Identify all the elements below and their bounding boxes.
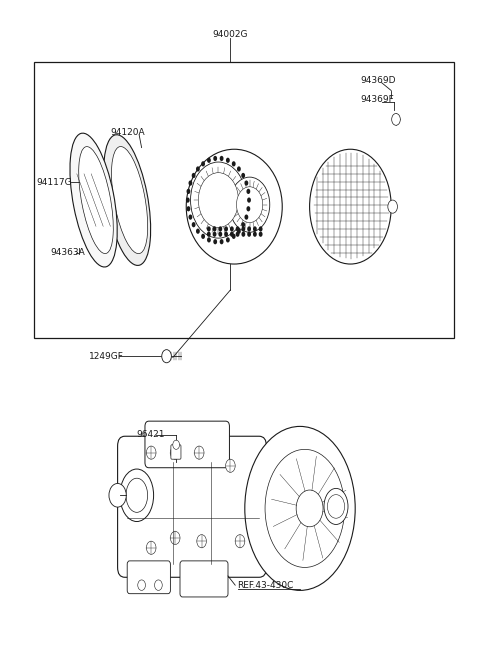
Circle shape	[189, 180, 192, 186]
Circle shape	[187, 206, 191, 211]
Circle shape	[170, 531, 180, 544]
Circle shape	[218, 226, 222, 232]
Circle shape	[173, 440, 180, 449]
Circle shape	[138, 580, 145, 590]
Ellipse shape	[70, 133, 117, 267]
Circle shape	[259, 226, 263, 232]
Circle shape	[236, 232, 240, 237]
FancyBboxPatch shape	[171, 445, 181, 459]
Circle shape	[155, 580, 162, 590]
Circle shape	[247, 232, 251, 237]
Circle shape	[213, 226, 216, 232]
Text: 94117G: 94117G	[36, 178, 72, 187]
Circle shape	[244, 215, 248, 220]
Ellipse shape	[245, 426, 355, 590]
Circle shape	[224, 232, 228, 237]
Circle shape	[246, 189, 250, 194]
Text: 94363A: 94363A	[50, 248, 85, 257]
Circle shape	[213, 156, 217, 161]
Circle shape	[220, 239, 224, 244]
Circle shape	[197, 535, 206, 548]
Ellipse shape	[324, 488, 348, 525]
Circle shape	[191, 162, 246, 238]
Circle shape	[246, 206, 250, 211]
Circle shape	[198, 173, 239, 228]
Circle shape	[296, 490, 323, 527]
Circle shape	[237, 187, 263, 222]
Circle shape	[230, 232, 234, 237]
Ellipse shape	[265, 449, 345, 567]
Circle shape	[327, 495, 345, 518]
Circle shape	[207, 226, 211, 232]
Circle shape	[230, 226, 234, 232]
Ellipse shape	[310, 150, 391, 264]
Circle shape	[237, 228, 241, 234]
Text: 94120A: 94120A	[110, 128, 144, 137]
Circle shape	[235, 535, 245, 548]
Circle shape	[207, 232, 211, 237]
Ellipse shape	[120, 469, 154, 522]
Circle shape	[247, 226, 251, 232]
Text: 94369F: 94369F	[360, 95, 394, 104]
Circle shape	[162, 350, 171, 363]
FancyBboxPatch shape	[127, 561, 170, 594]
Circle shape	[201, 234, 205, 239]
Circle shape	[247, 197, 251, 203]
Circle shape	[226, 237, 230, 243]
Circle shape	[192, 222, 195, 228]
Circle shape	[241, 232, 245, 237]
FancyBboxPatch shape	[145, 421, 229, 468]
Text: 94002G: 94002G	[213, 30, 248, 39]
Ellipse shape	[111, 146, 148, 254]
Circle shape	[232, 234, 236, 239]
Text: 94369D: 94369D	[360, 75, 396, 85]
Circle shape	[220, 156, 224, 161]
Circle shape	[392, 113, 400, 125]
Circle shape	[224, 226, 228, 232]
Circle shape	[253, 226, 257, 232]
Circle shape	[170, 446, 180, 459]
Circle shape	[241, 173, 245, 178]
Text: 96421: 96421	[137, 430, 165, 440]
Circle shape	[213, 239, 217, 244]
Circle shape	[241, 226, 245, 232]
FancyBboxPatch shape	[180, 561, 228, 597]
Ellipse shape	[126, 478, 148, 512]
Circle shape	[186, 197, 190, 203]
Bar	[34, 62, 454, 338]
Circle shape	[207, 237, 211, 243]
Circle shape	[226, 459, 235, 472]
Circle shape	[226, 157, 230, 163]
Ellipse shape	[186, 150, 282, 264]
Ellipse shape	[79, 146, 113, 254]
Circle shape	[244, 180, 248, 186]
Text: 1249GF: 1249GF	[89, 352, 124, 361]
Circle shape	[109, 483, 126, 507]
Circle shape	[259, 232, 263, 237]
Circle shape	[196, 228, 200, 234]
Circle shape	[189, 215, 192, 220]
Circle shape	[196, 167, 200, 172]
Circle shape	[192, 173, 195, 178]
Circle shape	[237, 167, 241, 172]
Circle shape	[213, 232, 216, 237]
Circle shape	[229, 177, 270, 232]
Circle shape	[241, 222, 245, 228]
Ellipse shape	[104, 134, 151, 266]
Circle shape	[253, 232, 257, 237]
Circle shape	[236, 226, 240, 232]
Text: REF.43-430C: REF.43-430C	[238, 581, 294, 590]
Circle shape	[146, 446, 156, 459]
Circle shape	[146, 541, 156, 554]
Circle shape	[388, 200, 397, 213]
Circle shape	[201, 161, 205, 167]
FancyBboxPatch shape	[118, 436, 266, 577]
Circle shape	[207, 157, 211, 163]
Circle shape	[194, 446, 204, 459]
Circle shape	[187, 189, 191, 194]
Circle shape	[232, 161, 236, 167]
Circle shape	[218, 232, 222, 237]
